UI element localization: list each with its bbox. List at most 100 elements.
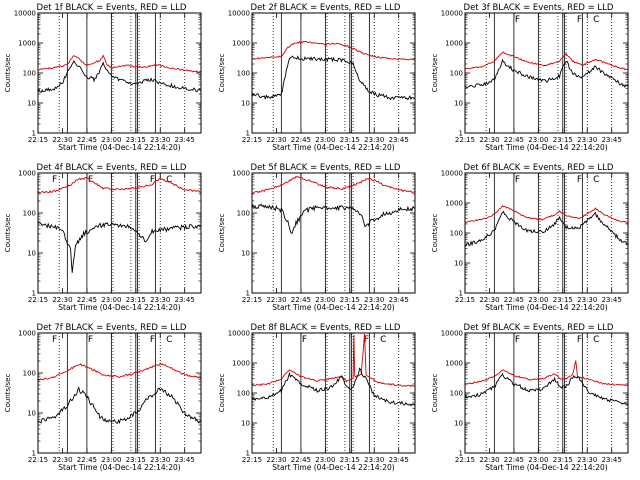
y-tick-label: 10 — [454, 420, 463, 428]
series-line-lld — [465, 51, 629, 71]
x-tick-label: 22:30 — [52, 456, 72, 464]
x-axis-label: Start Time (04-Dec-14 22:14:20) — [58, 143, 180, 152]
chart-title: Det 4f BLACK = Events, RED = LLD — [37, 163, 187, 173]
flag-label: F — [52, 335, 57, 345]
x-tick-label: 22:15 — [242, 296, 262, 304]
chart-panel-8: Det 8f BLACK = Events, RED = LLD Counts/s… — [218, 323, 416, 472]
x-tick-label: 22:15 — [455, 136, 475, 144]
y-tick-label: 1 — [32, 450, 36, 458]
x-tick-label: 22:15 — [28, 456, 48, 464]
x-tick-label: 23:15 — [553, 136, 573, 144]
y-tick-label: 10 — [241, 420, 250, 428]
plot-frame — [464, 172, 629, 294]
chart-title: Det 8f BLACK = Events, RED = LLD — [251, 323, 401, 333]
y-tick-label: 10 — [27, 250, 36, 258]
flag-label: F — [150, 335, 155, 345]
x-tick-label: 23:15 — [553, 296, 573, 304]
x-tick-label: 22:30 — [479, 296, 499, 304]
x-tick-label: 23:30 — [364, 456, 384, 464]
y-tick-label: 1 — [459, 130, 463, 138]
chart-title: Det 3f BLACK = Events, RED = LLD — [464, 3, 614, 13]
y-tick-label: 1 — [246, 290, 250, 298]
x-tick-label: 22:15 — [28, 296, 48, 304]
x-tick-label: 23:15 — [126, 296, 146, 304]
y-tick-label: 1 — [459, 450, 463, 458]
flag-label: C — [593, 15, 599, 25]
y-tick-label: 1000 — [232, 40, 250, 48]
y-axis-label: Counts/sec — [218, 54, 226, 93]
y-tick-label: 10000 — [441, 330, 463, 338]
flag-label: F — [150, 175, 155, 185]
x-tick-label: 23:00 — [528, 296, 548, 304]
plot-frame — [251, 172, 416, 294]
y-tick-label: 1000 — [18, 40, 36, 48]
series-line-events — [251, 367, 416, 407]
x-tick-label: 23:45 — [602, 296, 622, 304]
series-line-lld — [464, 360, 628, 387]
y-tick-label: 1 — [246, 130, 250, 138]
y-tick-label: 10000 — [14, 10, 36, 18]
y-axis-label: Counts/sec — [431, 374, 439, 413]
series-line-events — [37, 222, 202, 273]
x-tick-label: 23:45 — [602, 136, 622, 144]
chart-title: Det 1f BLACK = Events, RED = LLD — [37, 3, 187, 13]
y-tick-label: 1000 — [232, 360, 250, 368]
flag-label: F — [515, 15, 520, 25]
flag-label: F — [577, 335, 582, 345]
flag-label: F — [515, 335, 520, 345]
x-tick-label: 22:30 — [266, 296, 286, 304]
x-tick-label: 23:45 — [389, 136, 409, 144]
y-axis-label: Counts/sec — [218, 374, 226, 413]
x-tick-label: 22:45 — [77, 296, 97, 304]
series-line-events — [464, 58, 629, 89]
y-axis-label: Counts/sec — [4, 214, 12, 253]
x-tick-label: 22:45 — [504, 296, 524, 304]
y-axis-label: Counts/sec — [218, 214, 226, 253]
x-tick-label: 22:15 — [242, 456, 262, 464]
flag-label: C — [166, 175, 172, 185]
plot-frame — [251, 332, 416, 454]
x-tick-label: 23:00 — [101, 296, 121, 304]
x-tick-label: 23:00 — [315, 136, 335, 144]
flag-label: C — [380, 335, 386, 345]
x-tick-label: 23:30 — [577, 456, 597, 464]
chart-title: Det 7f BLACK = Events, RED = LLD — [37, 323, 187, 333]
x-tick-label: 23:15 — [340, 296, 360, 304]
x-tick-label: 23:00 — [528, 136, 548, 144]
y-tick-label: 10 — [454, 260, 463, 268]
x-tick-label: 22:30 — [479, 136, 499, 144]
plot-frame — [464, 12, 629, 134]
y-tick-label: 100 — [237, 210, 250, 218]
x-tick-label: 23:45 — [175, 456, 195, 464]
y-tick-label: 10000 — [228, 10, 250, 18]
chart-panel-7: Det 7f BLACK = Events, RED = LLD Counts/s… — [4, 323, 202, 472]
y-tick-label: 10 — [27, 100, 36, 108]
x-tick-label: 23:45 — [175, 136, 195, 144]
x-axis-label: Start Time (04-Dec-14 22:14:20) — [272, 303, 394, 312]
y-tick-label: 1000 — [18, 170, 36, 178]
y-tick-label: 10000 — [228, 330, 250, 338]
plot-frame — [37, 12, 202, 134]
series-line-lld — [464, 204, 629, 224]
x-tick-label: 22:30 — [266, 456, 286, 464]
x-tick-label: 22:15 — [455, 456, 475, 464]
flag-label: F — [364, 335, 369, 345]
x-tick-label: 23:15 — [340, 456, 360, 464]
y-tick-label: 1 — [32, 290, 36, 298]
x-tick-label: 22:45 — [291, 456, 311, 464]
x-tick-label: 22:30 — [52, 136, 72, 144]
y-tick-label: 100 — [237, 390, 250, 398]
x-tick-label: 23:30 — [150, 136, 170, 144]
series-line-events — [37, 386, 202, 425]
chart-panel-3: Det 3f BLACK = Events, RED = LLD Counts/s… — [431, 3, 629, 152]
plot-frame — [37, 332, 202, 454]
x-tick-label: 23:45 — [175, 296, 195, 304]
chart-panel-2: Det 2f BLACK = Events, RED = LLD Counts/s… — [218, 3, 416, 152]
x-tick-label: 22:45 — [77, 136, 97, 144]
x-axis-label: Start Time (04-Dec-14 22:14:20) — [485, 463, 607, 472]
y-tick-label: 1 — [32, 130, 36, 138]
series-line-lld — [251, 40, 416, 61]
series-line-lld — [37, 177, 202, 195]
series-line-events — [464, 373, 629, 405]
y-tick-label: 10000 — [441, 170, 463, 178]
